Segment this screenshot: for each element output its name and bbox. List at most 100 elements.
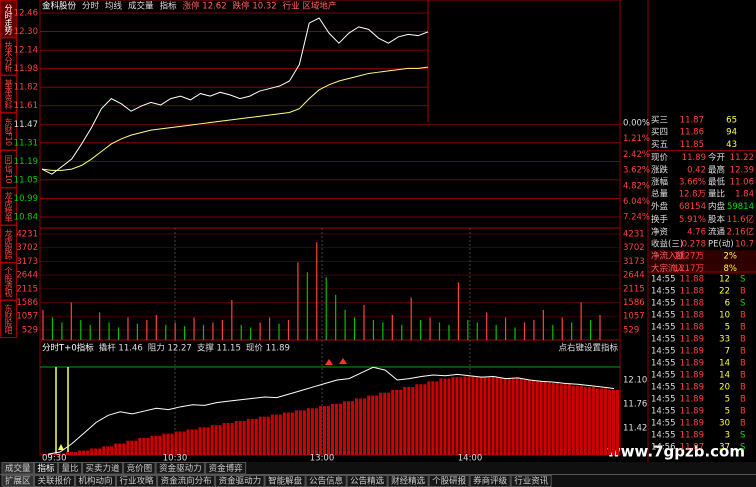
trade-cell: 11.89 (680, 371, 704, 381)
volume-bar (99, 312, 101, 340)
tab[interactable] (123, 462, 156, 475)
volume-bar (391, 314, 393, 340)
trade-cell: 20 (719, 383, 730, 393)
indicator-bar (54, 453, 58, 455)
indicator-bar (399, 389, 403, 455)
indicator-bar (491, 377, 495, 455)
tab-label[interactable]: 智能解盘 (268, 476, 303, 487)
header-item: 指标 (160, 1, 178, 12)
price-axis-label: 12.14 (14, 46, 38, 56)
volume-axis-label: 2115 (623, 284, 645, 294)
trade-cell: 11.89 (680, 407, 704, 417)
tab-label[interactable]: 公告信息 (309, 476, 344, 487)
indicator-bar (523, 380, 527, 455)
indicator-bar (58, 453, 62, 455)
side-tab-label: 分时走势 (4, 4, 13, 36)
indicator-bar (511, 378, 515, 455)
indicator-bar (351, 401, 355, 455)
volume-axis-label: 2115 (16, 284, 38, 294)
time-label: 14:00 (458, 454, 483, 464)
tab[interactable] (155, 462, 206, 475)
tab-label[interactable]: 券商评级 (473, 476, 508, 487)
indicator-bar (306, 408, 310, 455)
indicator-bar (335, 404, 339, 455)
trade-cell: 14:55 (651, 275, 676, 285)
quote-cell: 94 (726, 128, 737, 138)
trade-cell: B (740, 335, 746, 345)
indicator-bar (339, 404, 343, 455)
tab-label[interactable]: 个股研报 (432, 476, 467, 487)
volume-bar (184, 326, 186, 340)
indicator-bar (122, 443, 126, 455)
tab[interactable] (34, 462, 59, 475)
volume-axis-label: 1586 (623, 298, 645, 308)
pct-axis-label: 4.82% (623, 181, 650, 191)
watermark: www.7gpzb.com (607, 443, 745, 461)
tab-label[interactable]: 扩展区 (5, 476, 31, 487)
volume-bar (589, 319, 592, 340)
tab[interactable] (1, 462, 35, 475)
trade-cell: S (740, 443, 745, 453)
volume-bar (127, 317, 129, 340)
tab-label[interactable]: 量比 (62, 463, 79, 474)
volume-bar (429, 317, 431, 340)
indicator-bar (587, 387, 591, 455)
tab-label[interactable]: 机构动向 (79, 476, 113, 487)
quote-cell: 最低 (708, 177, 726, 188)
indicator-bar (531, 380, 535, 455)
indicator-bar (290, 412, 294, 455)
quote-cell: 11.85 (680, 140, 704, 150)
volume-bar (599, 314, 601, 340)
indicator-bar (563, 384, 567, 455)
tab-label[interactable]: 资金驱动力 (219, 476, 262, 487)
tab-label[interactable]: 资金驱动力 (159, 463, 202, 474)
quote-cell: 股本 (708, 214, 726, 225)
indicator-line (47, 366, 615, 455)
tab[interactable] (58, 462, 83, 475)
trade-cell: 11.89 (680, 419, 704, 429)
side-tab (0, 300, 17, 338)
tab-label[interactable]: 竞价图 (127, 463, 153, 474)
trade-cell: 11.88 (680, 287, 704, 297)
tab-label[interactable]: 关联报价 (38, 476, 73, 487)
price-axis-label: 11.31 (14, 138, 38, 148)
tab-label[interactable]: 成交量 (5, 463, 31, 474)
quote-cell: 59814 (727, 202, 754, 212)
volume-bar (155, 314, 157, 340)
tab-label[interactable]: 公告精选 (350, 476, 385, 487)
volume-bar (316, 242, 318, 340)
trade-cell: B (740, 347, 746, 357)
indicator-bar (326, 406, 330, 455)
indicator-bar (431, 381, 435, 455)
tab[interactable] (82, 462, 124, 475)
tab-label[interactable]: 资金博弈 (209, 463, 244, 474)
tab-label[interactable]: 财经精选 (391, 476, 426, 487)
side-tab-label: 个股透视 (4, 267, 13, 299)
tab-label[interactable]: 指标 (38, 463, 56, 474)
tab-label[interactable]: 行业攻略 (120, 476, 155, 487)
quote-cell: 买五 (651, 140, 669, 150)
volume-bar (372, 319, 375, 340)
tab[interactable] (205, 462, 247, 475)
pct-axis-label: 6.04% (623, 197, 650, 207)
indicator-bar (182, 431, 186, 455)
volume-bar (287, 319, 290, 340)
indicator-bar (206, 427, 210, 455)
indicator-bar (62, 453, 66, 455)
indicator-title: 撬杆 11.46 (99, 343, 143, 354)
indicator-bar (94, 448, 98, 455)
tab-label[interactable]: 行业资讯 (514, 476, 549, 487)
indicator-bar (459, 377, 463, 455)
volume-bar (504, 317, 507, 340)
indicator-bar (262, 416, 266, 455)
side-tab-label: 东财F10 (4, 116, 13, 146)
indicator-bar (543, 381, 547, 455)
tab-label[interactable]: 买卖力道 (86, 463, 121, 474)
tab-label[interactable]: 资金流向分布 (161, 476, 212, 487)
volume-bar (552, 324, 554, 340)
volume-bar (448, 324, 450, 340)
trade-cell: 37 (719, 443, 730, 453)
trade-cell: 7 (725, 347, 730, 357)
trade-cell: B (740, 395, 746, 405)
quote-cell: 换手 (651, 214, 669, 225)
